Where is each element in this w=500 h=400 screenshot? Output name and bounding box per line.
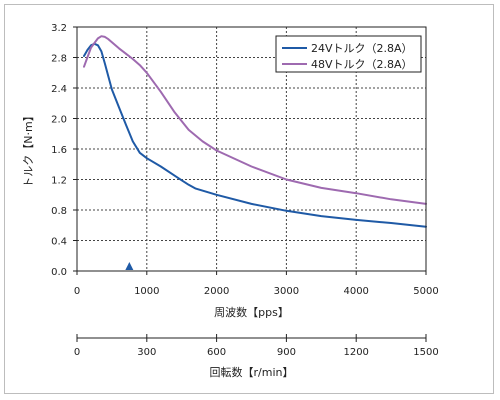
secondary-tick-label: 1500 [413,347,438,358]
y-tick-label: 0.0 [51,267,67,278]
legend: 24Vトルク（2.8A） 48Vトルク（2.8A） [275,35,422,73]
x-axis-ticks: 0 1000 2000 3000 4000 5000 [74,271,439,297]
series-line-0 [83,42,427,228]
y-tick-label: 2.8 [51,54,67,65]
y-tick-label: 0.4 [51,237,67,248]
secondary-x-axis: 0 300 600 900 1200 1500 [74,334,439,358]
torque-chart: 0.0 0.4 0.8 1.2 1.6 2.0 2.4 2.8 3.2 0 1000 2000 300… [22,23,439,379]
x-tick-label: 1000 [134,286,159,297]
y-tick-label: 3.2 [51,23,67,34]
y-tick-label: 1.2 [51,176,67,187]
y-tick-label: 2.0 [51,115,67,126]
series-lines [83,35,427,228]
y-tick-label: 2.4 [51,84,67,95]
secondary-tick-label: 600 [207,347,226,358]
x-tick-label: 4000 [343,286,368,297]
secondary-tick-label: 0 [74,347,80,358]
legend-label-48v: 48Vトルク（2.8A） [311,58,413,71]
x-tick-label: 3000 [274,286,299,297]
y-axis-label: トルク【N·m】 [22,110,35,187]
speed-marker-triangle [125,262,134,270]
secondary-tick-label: 1200 [343,347,368,358]
y-tick-label: 0.8 [51,206,67,217]
secondary-tick-label: 300 [137,347,156,358]
y-tick-label: 1.6 [51,145,67,156]
series-line-1 [83,35,427,205]
legend-label-24v: 24Vトルク（2.8A） [311,42,413,55]
legend-box [275,35,422,73]
secondary-tick-label: 900 [277,347,296,358]
x-tick-label: 5000 [413,286,438,297]
x-axis-label: 周波数【pps】 [214,306,289,319]
y-axis-ticks: 0.0 0.4 0.8 1.2 1.6 2.0 2.4 2.8 3.2 [51,23,77,278]
chart-frame: 0.0 0.4 0.8 1.2 1.6 2.0 2.4 2.8 3.2 0 1000 2000 300… [4,4,494,394]
secondary-x-axis-label: 回転数【r/min】 [210,366,294,379]
x-tick-label: 2000 [204,286,229,297]
x-tick-label: 0 [74,286,80,297]
